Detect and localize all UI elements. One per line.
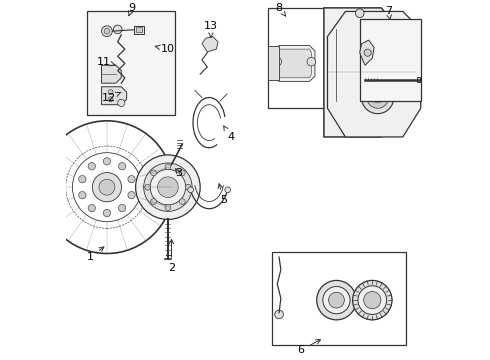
- Circle shape: [275, 310, 283, 319]
- Bar: [134, 26, 144, 34]
- Circle shape: [103, 210, 111, 217]
- Bar: [269, 8, 324, 108]
- Circle shape: [99, 179, 115, 195]
- Circle shape: [188, 187, 194, 193]
- Circle shape: [273, 57, 282, 66]
- Bar: [360, 19, 421, 101]
- Polygon shape: [101, 87, 126, 105]
- Circle shape: [307, 57, 316, 66]
- Polygon shape: [202, 37, 218, 52]
- Circle shape: [339, 68, 348, 77]
- Circle shape: [103, 158, 111, 165]
- Circle shape: [92, 172, 122, 202]
- Text: 2: 2: [168, 239, 175, 273]
- Text: 10: 10: [155, 44, 175, 54]
- Circle shape: [329, 292, 344, 308]
- Circle shape: [362, 35, 394, 67]
- Circle shape: [101, 26, 112, 37]
- Polygon shape: [360, 40, 374, 65]
- Text: 6: 6: [297, 339, 320, 355]
- Circle shape: [113, 25, 122, 34]
- Circle shape: [358, 286, 387, 315]
- Circle shape: [353, 280, 392, 320]
- Circle shape: [150, 170, 156, 176]
- Circle shape: [367, 87, 389, 108]
- Text: 11: 11: [97, 57, 116, 67]
- Circle shape: [165, 164, 171, 170]
- Polygon shape: [327, 12, 421, 137]
- Circle shape: [150, 199, 156, 204]
- Circle shape: [367, 40, 389, 62]
- Circle shape: [336, 64, 351, 80]
- Circle shape: [79, 192, 86, 199]
- Circle shape: [119, 163, 126, 170]
- Circle shape: [362, 81, 394, 114]
- Circle shape: [150, 170, 186, 205]
- Circle shape: [128, 192, 135, 199]
- Circle shape: [108, 90, 113, 95]
- Circle shape: [323, 287, 350, 314]
- Circle shape: [364, 292, 381, 309]
- Circle shape: [119, 204, 126, 212]
- Circle shape: [145, 184, 150, 190]
- Polygon shape: [277, 49, 311, 78]
- Text: 12: 12: [101, 92, 121, 103]
- Circle shape: [364, 49, 371, 56]
- Bar: [417, 77, 420, 82]
- Circle shape: [136, 155, 200, 220]
- Circle shape: [108, 97, 113, 102]
- Circle shape: [144, 163, 192, 211]
- Bar: [272, 252, 406, 345]
- Circle shape: [165, 204, 171, 210]
- Polygon shape: [274, 45, 315, 81]
- Polygon shape: [101, 65, 122, 83]
- Circle shape: [79, 176, 86, 183]
- Circle shape: [362, 58, 394, 90]
- Text: 5: 5: [218, 184, 227, 205]
- Circle shape: [355, 9, 364, 18]
- Circle shape: [372, 69, 383, 80]
- Circle shape: [104, 28, 110, 34]
- Circle shape: [372, 92, 383, 103]
- Text: 3: 3: [175, 168, 182, 178]
- Circle shape: [179, 199, 185, 204]
- Circle shape: [225, 187, 230, 193]
- Circle shape: [158, 177, 178, 198]
- Text: 7: 7: [385, 6, 392, 19]
- Text: 8: 8: [275, 3, 286, 16]
- Text: 9: 9: [128, 3, 136, 16]
- Bar: [136, 27, 142, 32]
- Circle shape: [88, 204, 96, 212]
- Text: 13: 13: [204, 21, 218, 37]
- Text: 1: 1: [87, 247, 104, 262]
- Circle shape: [339, 97, 348, 105]
- Circle shape: [128, 176, 135, 183]
- Circle shape: [179, 170, 185, 176]
- Circle shape: [367, 63, 389, 85]
- Circle shape: [88, 163, 96, 170]
- Polygon shape: [324, 8, 399, 137]
- Circle shape: [336, 93, 351, 109]
- Text: 4: 4: [224, 126, 234, 142]
- Circle shape: [372, 45, 383, 56]
- Bar: [87, 12, 175, 116]
- Circle shape: [185, 184, 191, 190]
- Polygon shape: [269, 45, 279, 80]
- Circle shape: [118, 99, 125, 107]
- Circle shape: [317, 280, 356, 320]
